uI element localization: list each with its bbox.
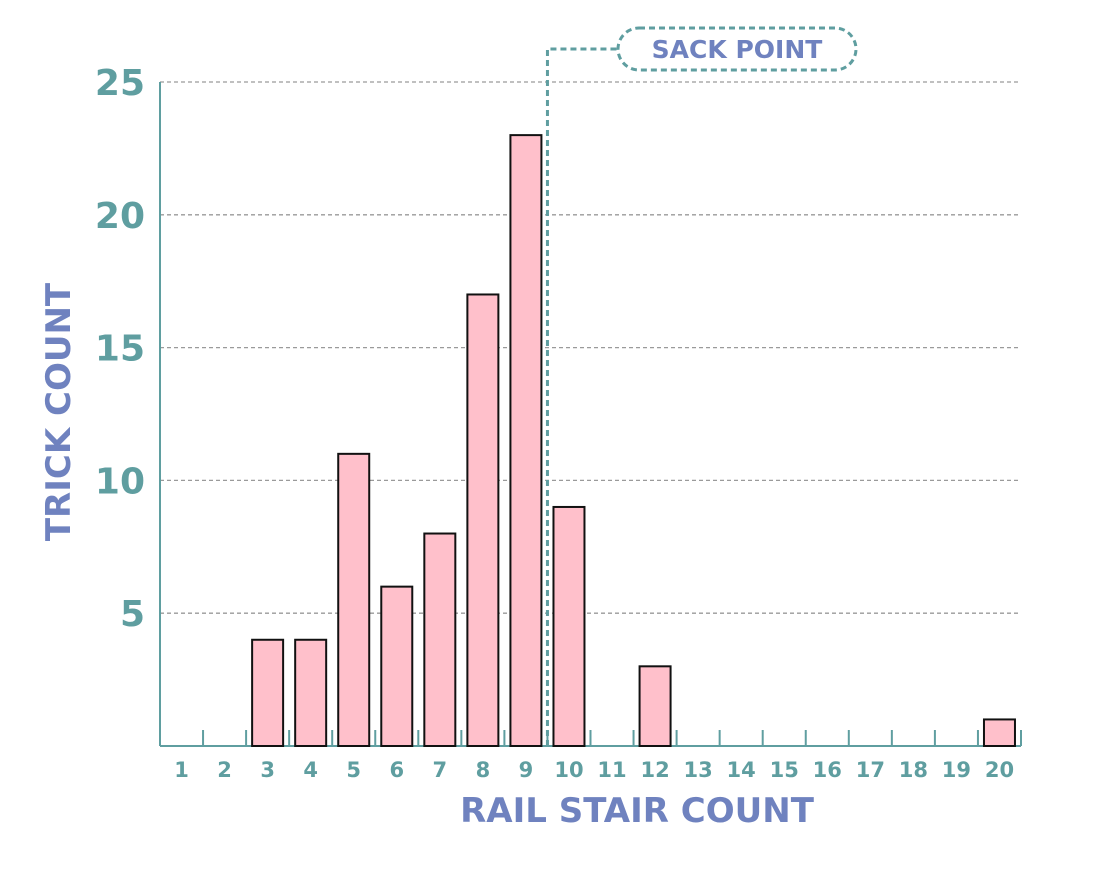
- y-axis-label: TRICK COUNT: [39, 282, 79, 541]
- x-tick-label: 10: [554, 758, 583, 782]
- x-axis-label: RAIL STAIR COUNT: [460, 791, 815, 831]
- x-tick-label: 4: [303, 758, 318, 782]
- bar: [509, 134, 543, 747]
- bar: [638, 665, 672, 748]
- bars: [251, 134, 1016, 748]
- x-tick-label: 11: [597, 758, 626, 782]
- x-tick-label: 17: [856, 758, 885, 782]
- x-tick-label: 2: [217, 758, 232, 782]
- sack-point-line: [545, 47, 618, 746]
- x-tick-label: 7: [433, 758, 448, 782]
- bar: [380, 585, 414, 748]
- grid-lines: [160, 81, 1021, 614]
- bar: [982, 718, 1016, 748]
- bar: [423, 532, 457, 748]
- bar: [294, 638, 328, 748]
- x-tick-label: 14: [727, 758, 756, 782]
- x-tick-label: 15: [770, 758, 799, 782]
- sack-point-box: [616, 26, 858, 72]
- sack-point-marker: SACK POINT: [545, 26, 858, 746]
- bar: [466, 293, 500, 747]
- y-tick-label: 20: [95, 196, 145, 237]
- bar: [251, 638, 285, 748]
- x-tick-label: 3: [260, 758, 275, 782]
- bar: [337, 452, 371, 747]
- x-tick-label: 12: [640, 758, 669, 782]
- x-tick-label: 19: [942, 758, 971, 782]
- axes: [159, 82, 1022, 747]
- x-tick-label: 1: [174, 758, 189, 782]
- x-tick-label: 18: [899, 758, 928, 782]
- y-tick-labels: 5 10 15 20 25: [95, 63, 145, 635]
- x-tick-label: 20: [985, 758, 1014, 782]
- y-tick-label: 10: [95, 461, 145, 502]
- x-tick-label: 13: [684, 758, 713, 782]
- x-tick-label: 6: [389, 758, 404, 782]
- x-tick-label: 16: [813, 758, 842, 782]
- y-tick-label: 25: [95, 63, 145, 104]
- x-tick-label: 9: [519, 758, 534, 782]
- sack-point-label: SACK POINT: [652, 35, 823, 64]
- x-tick-label: 8: [476, 758, 491, 782]
- x-tick-labels: 1 2 3 4 5 6 7 8 9 10 11 12 13 14 15 16 17 18 19 20: [174, 758, 1014, 782]
- y-tick-label: 15: [95, 329, 145, 370]
- y-tick-label: 5: [120, 594, 145, 635]
- x-tick-label: 5: [346, 758, 361, 782]
- bar: [552, 505, 586, 747]
